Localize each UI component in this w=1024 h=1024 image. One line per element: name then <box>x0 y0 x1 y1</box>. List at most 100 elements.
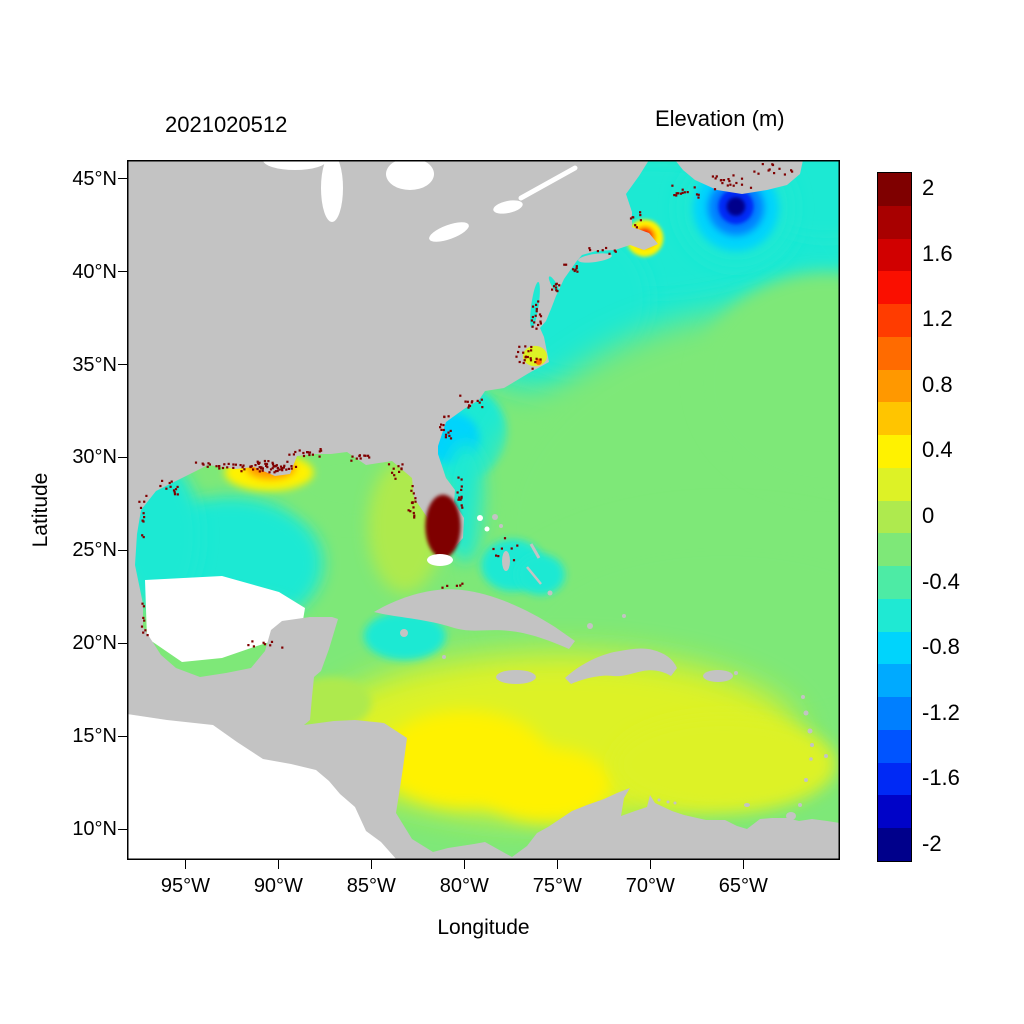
flood-cell <box>572 268 575 271</box>
colorbar-tick-label: 0 <box>922 503 935 528</box>
flood-cell <box>251 640 254 643</box>
flood-cell <box>442 428 445 432</box>
flood-cell <box>159 484 162 488</box>
flood-cell <box>524 355 527 358</box>
flood-cell <box>554 283 557 286</box>
flood-cell <box>446 584 449 587</box>
flood-cell <box>727 178 730 181</box>
flood-cell <box>535 303 538 306</box>
flood-cell <box>286 460 289 463</box>
flood-cell <box>535 357 538 360</box>
flood-cell <box>778 167 781 170</box>
flood-cell <box>441 586 444 589</box>
flood-cell <box>170 480 173 483</box>
flood-cell <box>254 464 257 467</box>
flood-cell <box>282 466 285 469</box>
flood-cell <box>535 310 538 313</box>
flood-cell <box>476 399 479 402</box>
flood-cell <box>271 467 274 470</box>
flood-cell <box>530 319 533 322</box>
colorbar-tick-label: 1.2 <box>922 306 953 332</box>
flood-cell <box>318 450 321 453</box>
flood-cell <box>143 500 146 503</box>
flood-cell <box>412 492 415 495</box>
flood-cell <box>261 467 264 470</box>
flood-cell <box>732 174 735 177</box>
flood-cell <box>529 359 533 362</box>
colorbar-band <box>878 828 911 861</box>
flood-cell <box>601 249 604 252</box>
colorbar-band <box>878 271 911 304</box>
flood-cell <box>553 285 556 288</box>
flood-cell <box>512 559 516 562</box>
elevation-heatmap <box>127 160 840 860</box>
colorbar-tick-label: -0.4 <box>922 568 960 594</box>
antigua <box>801 695 805 699</box>
flood-cell <box>629 217 633 220</box>
flood-cell <box>447 415 450 418</box>
flood-cell <box>146 634 149 637</box>
st-lawrence-river <box>518 165 578 201</box>
flood-cell <box>281 646 284 649</box>
flood-cell <box>274 464 277 468</box>
flood-cell <box>201 462 204 465</box>
flood-cell <box>260 466 263 469</box>
flood-cell <box>460 495 463 498</box>
flood-cell <box>537 300 540 303</box>
flood-cell <box>444 433 448 436</box>
flood-cell <box>274 470 277 473</box>
flood-cell <box>393 474 396 477</box>
flood-cell <box>413 514 416 517</box>
flood-cell <box>635 226 638 229</box>
flood-cell <box>266 466 269 469</box>
grand-cayman <box>442 655 446 659</box>
flood-cell <box>306 451 309 454</box>
flood-cell <box>444 436 447 439</box>
flood-cell <box>529 357 532 360</box>
flood-cell <box>455 584 458 587</box>
flood-cell <box>530 349 533 352</box>
flood-cell <box>675 194 678 197</box>
flood-cell <box>531 325 534 328</box>
flood-cell <box>589 249 592 252</box>
map-plot-area <box>127 160 840 860</box>
flood-cell <box>278 468 281 471</box>
flood-cell <box>215 465 218 468</box>
flood-cell <box>740 177 744 180</box>
bimini-white-2 <box>484 526 490 532</box>
flood-cell <box>281 469 284 472</box>
curacao <box>666 800 670 804</box>
colorbar-tick-label: -0.8 <box>922 634 960 660</box>
flood-cell <box>460 485 463 488</box>
flood-cell <box>414 497 417 500</box>
flood-cell <box>351 455 354 458</box>
flood-cell <box>634 224 637 227</box>
flood-cell <box>139 506 143 509</box>
flood-cell <box>294 450 297 454</box>
flood-cell <box>165 487 168 490</box>
flood-cell <box>558 284 561 287</box>
flood-cell <box>271 461 274 464</box>
flood-cell <box>302 451 305 455</box>
flood-cell <box>697 196 700 199</box>
flood-cell <box>401 463 404 466</box>
flood-cell <box>575 265 578 268</box>
colorbar-band <box>878 205 911 239</box>
flood-cell <box>400 467 403 470</box>
flood-cell <box>141 519 144 522</box>
x-tick-label: 80°W <box>439 875 489 897</box>
great-lakes-layer <box>263 160 578 242</box>
colorbar <box>877 172 912 862</box>
flood-cell <box>320 449 323 452</box>
flood-cell <box>539 322 542 325</box>
flood-cell <box>243 468 246 471</box>
flood-cell <box>720 179 723 182</box>
flood-cell <box>480 398 483 401</box>
flood-cell <box>413 516 416 519</box>
flood-cell <box>394 477 397 480</box>
lake-erie <box>429 222 469 242</box>
colorbar-band <box>878 729 911 763</box>
y-tick-mark <box>118 549 127 552</box>
flood-cell <box>539 358 542 361</box>
flood-cell <box>460 504 463 507</box>
